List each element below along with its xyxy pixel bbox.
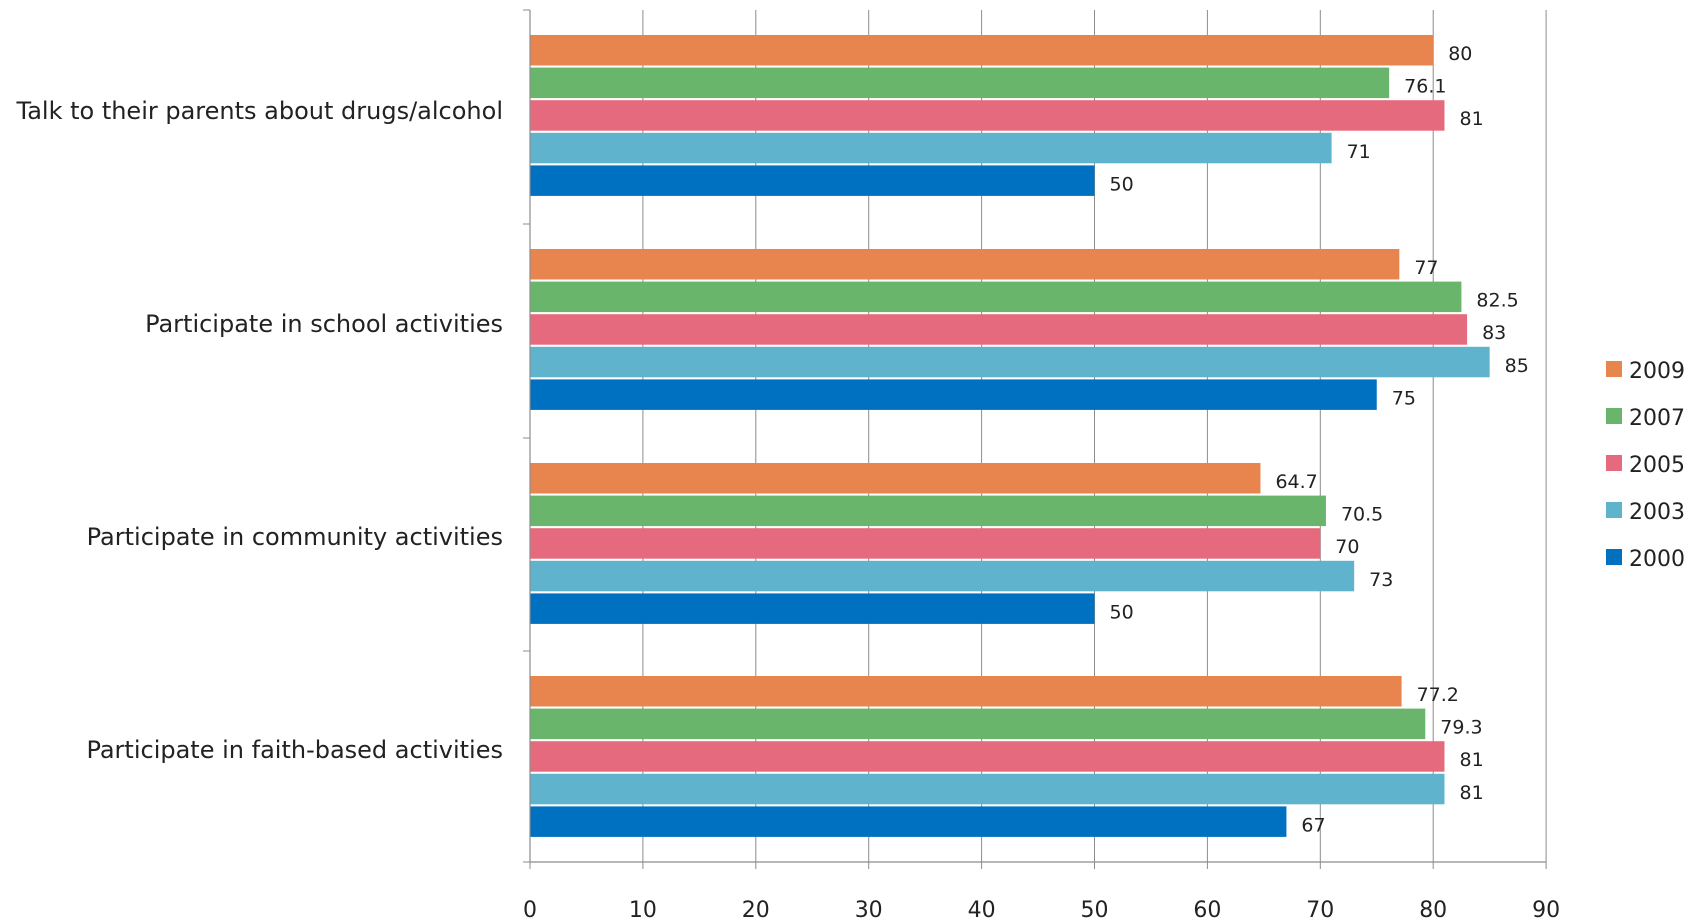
data-label: 83 [1482, 322, 1506, 344]
legend-swatch [1606, 408, 1622, 424]
legend-swatch [1606, 502, 1622, 518]
bar [530, 528, 1321, 559]
category-label: Participate in faith-based activities [86, 736, 503, 764]
bar [530, 132, 1332, 164]
bar [530, 346, 1490, 378]
bar [530, 560, 1355, 592]
legend-label: 2003 [1629, 500, 1685, 525]
category-label: Participate in school activities [145, 310, 503, 338]
x-tick-label: 0 [523, 898, 537, 922]
data-label: 81 [1459, 108, 1483, 130]
bar [530, 67, 1390, 99]
legend-swatch [1606, 361, 1622, 377]
data-label: 77.2 [1417, 684, 1459, 706]
axes [523, 9, 1547, 869]
legend-label: 2009 [1629, 359, 1685, 384]
bar [530, 463, 1261, 494]
bar [530, 314, 1468, 345]
bar [530, 593, 1095, 624]
bar [530, 281, 1462, 313]
bar [530, 806, 1287, 837]
data-label: 77 [1414, 257, 1438, 279]
x-tick-label: 90 [1532, 898, 1560, 922]
data-label: 70.5 [1341, 504, 1383, 526]
data-label: 50 [1110, 173, 1134, 195]
bar [530, 379, 1377, 410]
bar [530, 708, 1426, 740]
x-tick-label: 10 [629, 898, 657, 922]
category-labels: Talk to their parents about drugs/alcoho… [16, 97, 504, 764]
data-label: 85 [1505, 355, 1529, 377]
data-label: 76.1 [1404, 76, 1446, 98]
x-tick-label: 20 [742, 898, 770, 922]
bar [530, 165, 1095, 196]
x-tick-label: 50 [1081, 898, 1109, 922]
x-tick-labels: 0 10 20 30 40 50 60 70 80 90 [523, 898, 1560, 922]
category-label: Participate in community activities [87, 523, 503, 551]
data-label: 50 [1110, 601, 1134, 623]
data-label: 81 [1459, 782, 1483, 804]
bars [530, 35, 1490, 837]
bar [530, 35, 1434, 66]
data-label: 75 [1392, 387, 1416, 409]
bar [530, 741, 1445, 772]
x-tick-label: 80 [1419, 898, 1447, 922]
bar [530, 676, 1402, 707]
data-label: 80 [1448, 43, 1472, 65]
x-tick-label: 30 [855, 898, 883, 922]
legend-label: 2000 [1629, 547, 1685, 572]
bar [530, 249, 1400, 280]
data-label: 67 [1301, 814, 1325, 836]
bar [530, 773, 1445, 805]
data-label: 73 [1369, 569, 1393, 591]
data-label: 79.3 [1440, 717, 1482, 739]
x-tick-label: 60 [1193, 898, 1221, 922]
legend-label: 2005 [1629, 453, 1685, 478]
category-label: Talk to their parents about drugs/alcoho… [16, 97, 504, 125]
bar [530, 100, 1445, 131]
x-tick-label: 40 [968, 898, 996, 922]
data-label: 82.5 [1476, 290, 1518, 312]
data-label: 70 [1335, 536, 1359, 558]
legend-swatch [1606, 455, 1622, 471]
legend-label: 2007 [1629, 406, 1685, 431]
data-label: 71 [1347, 141, 1371, 163]
bar [530, 495, 1326, 527]
data-label: 81 [1459, 749, 1483, 771]
legend: 2009 2007 2005 2003 2000 [1606, 359, 1685, 572]
data-label: 64.7 [1275, 471, 1317, 493]
x-tick-label: 70 [1306, 898, 1334, 922]
legend-swatch [1606, 549, 1622, 565]
